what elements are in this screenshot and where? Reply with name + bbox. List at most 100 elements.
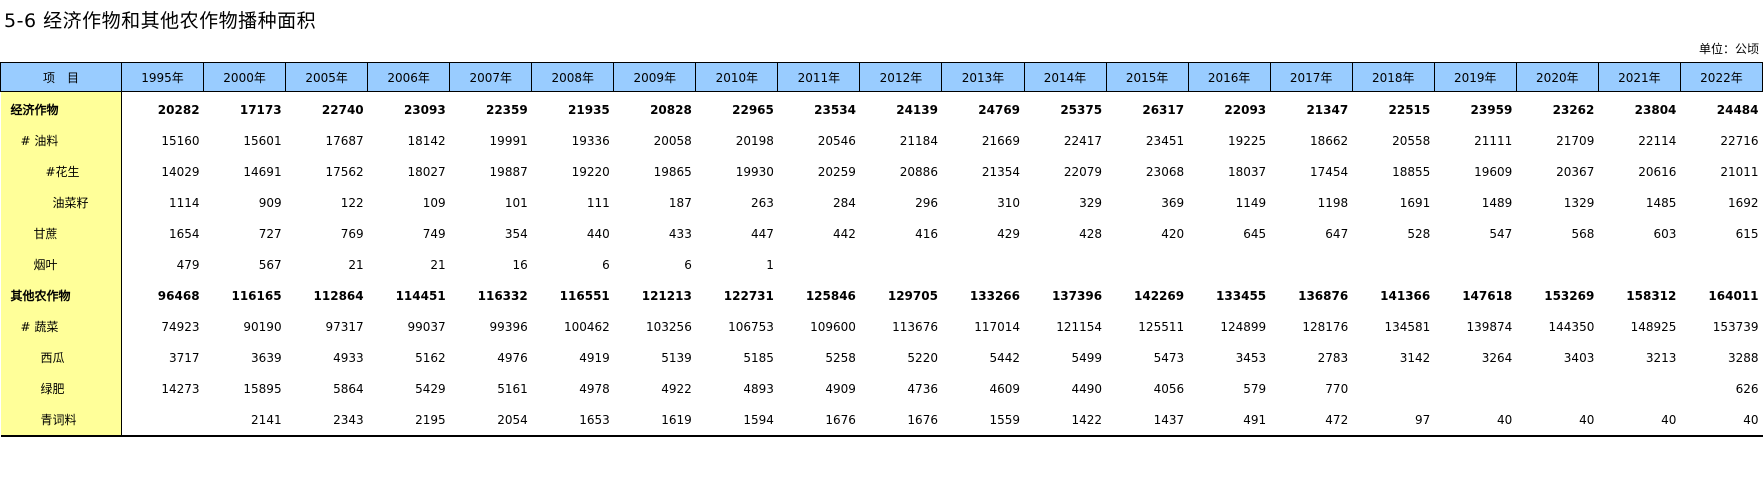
row-label: 经济作物 xyxy=(0,91,122,125)
table-cell: 22716 xyxy=(1720,133,1759,148)
table-cell xyxy=(1106,249,1188,280)
table-cell: 1594 xyxy=(695,404,778,437)
header-year: 2014年 xyxy=(1023,62,1107,92)
table-row: 烟叶 479 567 21 21 16 6 6 1 xyxy=(0,249,1763,280)
table-cell: 749 xyxy=(422,226,446,241)
header-year: 2018年 xyxy=(1351,62,1435,92)
table-cell: 1149 xyxy=(1235,195,1267,210)
table-cell: 109600 xyxy=(810,319,856,334)
table-cell: 14029 xyxy=(161,164,200,179)
header-year: 2011年 xyxy=(777,62,861,92)
table-cell: 20558 xyxy=(1392,133,1431,148)
table-cell: 116165 xyxy=(231,288,282,303)
table-cell: 14273 xyxy=(161,381,200,396)
table-cell: 1676 xyxy=(859,404,942,437)
table-cell: 23804 xyxy=(1634,102,1677,117)
table-cell: 20259 xyxy=(817,164,856,179)
table-cell: 4922 xyxy=(661,381,692,396)
table-cell: 24139 xyxy=(896,102,938,117)
table-cell: 615 xyxy=(1735,226,1759,241)
row-label: 绿肥 xyxy=(0,373,122,404)
header-year: 2012年 xyxy=(859,62,943,92)
table-cell: 15895 xyxy=(243,381,282,396)
table-cell: 113676 xyxy=(892,319,938,334)
table-cell: 26317 xyxy=(1142,102,1185,117)
table-cell: 97317 xyxy=(325,319,364,334)
table-cell xyxy=(121,404,204,437)
table-cell: 25375 xyxy=(1060,102,1103,117)
table-cell: 153739 xyxy=(1712,319,1759,334)
table-cell: 23093 xyxy=(403,102,446,117)
table-body: 经济作物 20282 17173 22740 23093 22359 21935 20828 2… xyxy=(0,91,1763,437)
header-year: 2008年 xyxy=(531,62,615,92)
table-cell: 2054 xyxy=(449,404,532,437)
table-row: 经济作物 20282 17173 22740 23093 22359 21935 20828 2… xyxy=(0,91,1763,125)
table-cell: 40 xyxy=(1680,404,1763,437)
table-cell: 134581 xyxy=(1384,319,1431,334)
row-label: 甘蔗 xyxy=(0,218,122,249)
table-cell: 24484 xyxy=(1716,102,1759,117)
table-cell: 420 xyxy=(1161,226,1185,241)
table-cell: 22114 xyxy=(1638,133,1677,148)
table-cell: 1198 xyxy=(1317,195,1349,210)
table-cell: 137396 xyxy=(1051,288,1103,303)
row-label: # 蔬菜 xyxy=(0,311,122,342)
table-cell: 21354 xyxy=(981,164,1021,179)
header-year: 2006年 xyxy=(367,62,451,92)
header-row: 项 目 1995年 2000年 2005年 2006年 2007年 2008年 2009年 2… xyxy=(0,62,1763,92)
table-cell: 440 xyxy=(586,226,610,241)
table-cell: 5162 xyxy=(415,350,446,365)
table-cell: 15160 xyxy=(161,133,200,148)
table-cell: 1691 xyxy=(1399,195,1431,210)
row-label: 青词料 xyxy=(0,404,122,437)
table-cell: 19991 xyxy=(489,133,528,148)
table-cell xyxy=(1598,373,1680,404)
table-cell: 770 xyxy=(1325,381,1349,396)
table-cell xyxy=(1024,249,1106,280)
table-cell: 40 xyxy=(1434,404,1517,437)
table-cell: 74923 xyxy=(161,319,200,334)
table-cell: 5258 xyxy=(825,350,856,365)
table-cell: 491 xyxy=(1188,404,1271,437)
table-cell xyxy=(1434,373,1516,404)
table-row: 青词料 2141 2343 2195 2054 1653 1619 1594 1676 1676 1… xyxy=(0,404,1763,437)
table-cell: 121154 xyxy=(1056,319,1103,334)
table-cell: 99396 xyxy=(489,319,528,334)
table-cell xyxy=(778,249,860,280)
table-cell: 129705 xyxy=(887,288,938,303)
table-cell: 416 xyxy=(915,226,938,241)
table-cell: 727 xyxy=(258,226,282,241)
table-cell: 23068 xyxy=(1145,164,1185,179)
table-cell: 528 xyxy=(1407,226,1431,241)
table-cell: 19336 xyxy=(571,133,610,148)
table-cell: 5185 xyxy=(743,350,774,365)
unit-label: 单位：公顷 xyxy=(1698,42,1759,56)
table-cell: 769 xyxy=(340,226,364,241)
table-cell: 19220 xyxy=(571,164,610,179)
table-cell: 5864 xyxy=(333,381,364,396)
table-cell: 100462 xyxy=(563,319,610,334)
table-cell: 112864 xyxy=(313,288,364,303)
table-cell: 97 xyxy=(1352,404,1435,437)
table-cell: 18855 xyxy=(1392,164,1431,179)
row-label: #花生 xyxy=(0,156,122,187)
table-cell: 626 xyxy=(1735,381,1759,396)
table-cell: 22740 xyxy=(321,102,364,117)
table-cell: 4919 xyxy=(579,350,610,365)
row-label: # 油料 xyxy=(0,125,122,156)
table-cell: 4933 xyxy=(333,350,364,365)
header-year: 2013年 xyxy=(941,62,1025,92)
header-year: 2005年 xyxy=(285,62,369,92)
table-cell: 3264 xyxy=(1481,350,1513,365)
table-cell: 139874 xyxy=(1466,319,1513,334)
header-year: 2021年 xyxy=(1597,62,1681,92)
table-cell: 40 xyxy=(1598,404,1681,437)
table-row: #花生 14029 14691 17562 18027 19887 19220 19865 19… xyxy=(0,156,1763,187)
table-cell: 19609 xyxy=(1474,164,1513,179)
table-cell: 21184 xyxy=(899,133,938,148)
table-cell: 125846 xyxy=(805,288,856,303)
table-cell: 148925 xyxy=(1630,319,1677,334)
table-cell: 263 xyxy=(750,195,774,210)
table-cell: 2195 xyxy=(367,404,450,437)
table-cell: 103256 xyxy=(646,319,692,334)
